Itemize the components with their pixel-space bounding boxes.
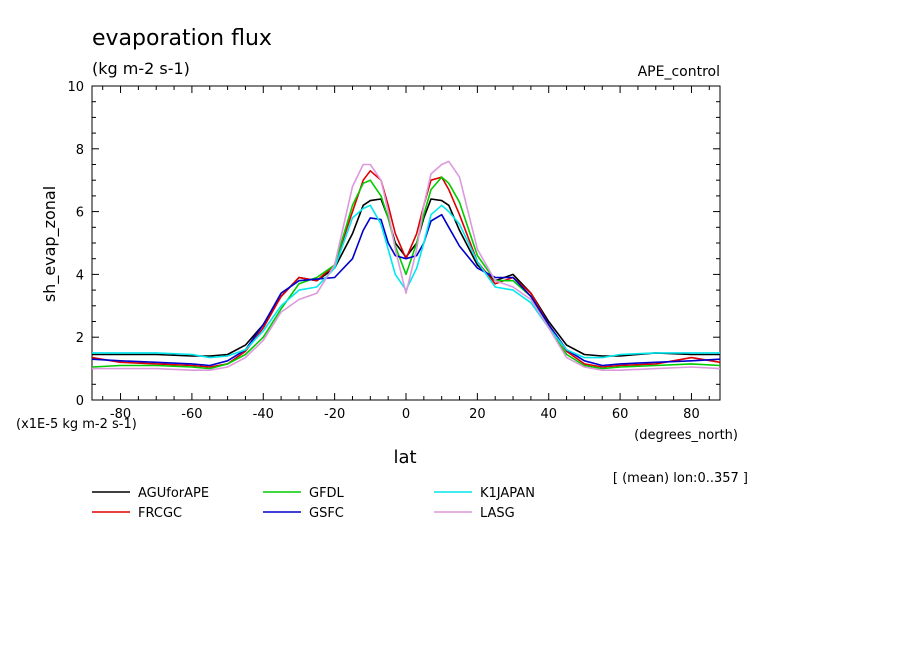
legend-label: GSFC: [309, 506, 344, 521]
y-tick-label: 2: [76, 331, 84, 346]
y-tick-label: 6: [76, 206, 84, 221]
y-axis-units: (x1E-5 kg m-2 s-1): [16, 417, 137, 432]
x-axis: -80 -60 -40 -20 0 20 40 60 80: [102, 86, 710, 422]
y-axis: 0 2 4 6 8 10: [67, 80, 720, 409]
x-tick-label: -60: [181, 407, 202, 422]
legend-label: AGUforAPE: [138, 486, 209, 501]
run-label: APE_control: [638, 64, 720, 80]
y-tick-label: 0: [76, 394, 84, 409]
legend-label: LASG: [480, 506, 515, 521]
y-tick-label: 4: [76, 268, 84, 283]
chart-title: evaporation flux: [92, 26, 272, 51]
x-tick-label: 60: [612, 407, 629, 422]
x-axis-label: lat: [393, 447, 416, 468]
series-line-k1japan: [92, 204, 720, 359]
series-lines: [91, 160, 721, 372]
series-line-frcgc: [91, 170, 721, 368]
x-tick-label: -80: [110, 407, 131, 422]
y-tick-label: 8: [76, 143, 84, 158]
legend-label: GFDL: [309, 486, 345, 501]
legend-label: FRCGC: [138, 506, 182, 521]
legend: AGUforAPE FRCGC GFDL GSFC K1JAPAN LASG: [92, 486, 535, 521]
series-line-gfdl: [91, 176, 721, 370]
legend-label: K1JAPAN: [480, 486, 535, 501]
x-axis-units: (degrees_north): [634, 428, 738, 443]
x-tick-label: 20: [469, 407, 486, 422]
x-tick-label: -20: [324, 407, 345, 422]
series-line-lasg: [92, 160, 721, 372]
plot-frame: [91, 85, 721, 401]
x-tick-label: 40: [540, 407, 557, 422]
x-tick-label: -40: [253, 407, 274, 422]
averaging-note: [ (mean) lon:0..357 ]: [613, 471, 748, 486]
series-line-aguforape: [92, 198, 720, 357]
y-tick-label: 10: [67, 80, 84, 95]
x-tick-label: 0: [402, 407, 410, 422]
y-axis-label: sh_evap_zonal: [40, 186, 60, 302]
chart-subtitle: (kg m-2 s-1): [92, 59, 190, 78]
x-tick-label: 80: [683, 407, 700, 422]
